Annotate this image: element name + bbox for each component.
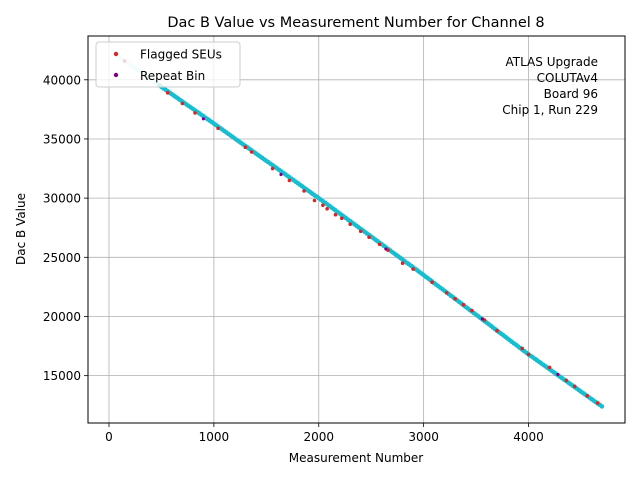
flagged-seu-point xyxy=(595,401,600,405)
annotation-line-1: ATLAS Upgrade xyxy=(505,55,598,69)
flagged-seu-point xyxy=(470,308,474,313)
x-tick-label: 1000 xyxy=(199,430,230,444)
flagged-seu-point xyxy=(249,150,254,154)
flagged-seu-point xyxy=(340,216,344,221)
annotation-box: ATLAS Upgrade COLUTAv4 Board 96 Chip 1, … xyxy=(502,55,598,117)
flagged-seu-point xyxy=(270,166,275,171)
flagged-seu-point xyxy=(312,198,317,203)
flagged-seu-point xyxy=(400,261,405,266)
flagged-seu-point xyxy=(193,111,197,115)
x-tick-label: 4000 xyxy=(513,430,544,444)
annotation-line-2: COLUTAv4 xyxy=(537,71,598,85)
legend-label-repeat-bin: Repeat Bin xyxy=(140,69,205,83)
flagged-seu-point xyxy=(325,207,329,211)
flagged-seu-point xyxy=(453,296,457,301)
y-tick-label: 30000 xyxy=(43,192,81,206)
legend-marker-repeat-bin xyxy=(113,72,119,78)
annotation-line-3: Board 96 xyxy=(544,87,598,101)
flagged-seu-point xyxy=(461,302,466,307)
flagged-seu-point xyxy=(243,145,248,149)
flagged-seu-point xyxy=(287,178,292,183)
y-axis-label: Dac B Value xyxy=(14,193,28,265)
axis-ticks: 0 1000 2000 3000 4000 15000 20000 25000 30000 350… xyxy=(43,73,544,444)
y-tick-label: 15000 xyxy=(43,369,81,383)
flagged-seu-point xyxy=(348,222,353,226)
flagged-seu-point xyxy=(572,384,577,389)
annotation-line-4: Chip 1, Run 229 xyxy=(502,103,598,117)
x-tick-label: 2000 xyxy=(303,430,334,444)
x-axis-label: Measurement Number xyxy=(289,451,423,465)
flagged-seu-point xyxy=(526,352,531,357)
flagged-seu-point xyxy=(495,328,499,333)
chart-title: Dac B Value vs Measurement Number for Ch… xyxy=(167,15,544,31)
flagged-seu-point xyxy=(430,280,434,285)
flagged-seu-point xyxy=(411,267,415,271)
legend-box xyxy=(95,41,241,88)
plot-frame xyxy=(87,35,626,424)
flagged-seu-point xyxy=(180,101,185,106)
flagged-seu-point xyxy=(367,235,371,239)
grid-lines xyxy=(88,36,625,423)
repeat-bin-point xyxy=(201,117,205,121)
x-tick-label: 0 xyxy=(105,430,113,444)
flagged-seu-point xyxy=(547,365,552,370)
repeat-bin-points xyxy=(201,117,560,377)
repeat-bin-point xyxy=(279,172,283,177)
flagged-seu-point xyxy=(216,126,220,131)
y-tick-label: 25000 xyxy=(43,251,81,265)
data-point xyxy=(599,404,605,409)
legend: Flagged SEUs Repeat Bin xyxy=(95,41,241,88)
flagged-seu-point xyxy=(585,394,589,398)
repeat-bin-point xyxy=(384,247,388,251)
x-tick-label: 3000 xyxy=(408,430,439,444)
flagged-seu-point xyxy=(358,229,363,234)
flagged-seu-point xyxy=(302,189,306,193)
flagged-seu-point xyxy=(444,291,449,295)
repeat-bin-point xyxy=(556,372,560,377)
flagged-seu-point xyxy=(520,346,524,351)
y-tick-label: 20000 xyxy=(43,310,81,324)
repeat-bin-point xyxy=(480,317,484,321)
legend-label-flagged-seus: Flagged SEUs xyxy=(140,48,222,62)
flagged-seu-point xyxy=(321,203,325,207)
flagged-seu-point xyxy=(165,91,170,95)
flagged-seu-point xyxy=(377,242,382,247)
y-tick-label: 35000 xyxy=(43,132,81,146)
y-tick-label: 40000 xyxy=(43,73,81,87)
legend-marker-flagged-seus xyxy=(113,51,119,57)
flagged-seu-point xyxy=(564,378,569,383)
flagged-seu-point xyxy=(333,212,338,217)
